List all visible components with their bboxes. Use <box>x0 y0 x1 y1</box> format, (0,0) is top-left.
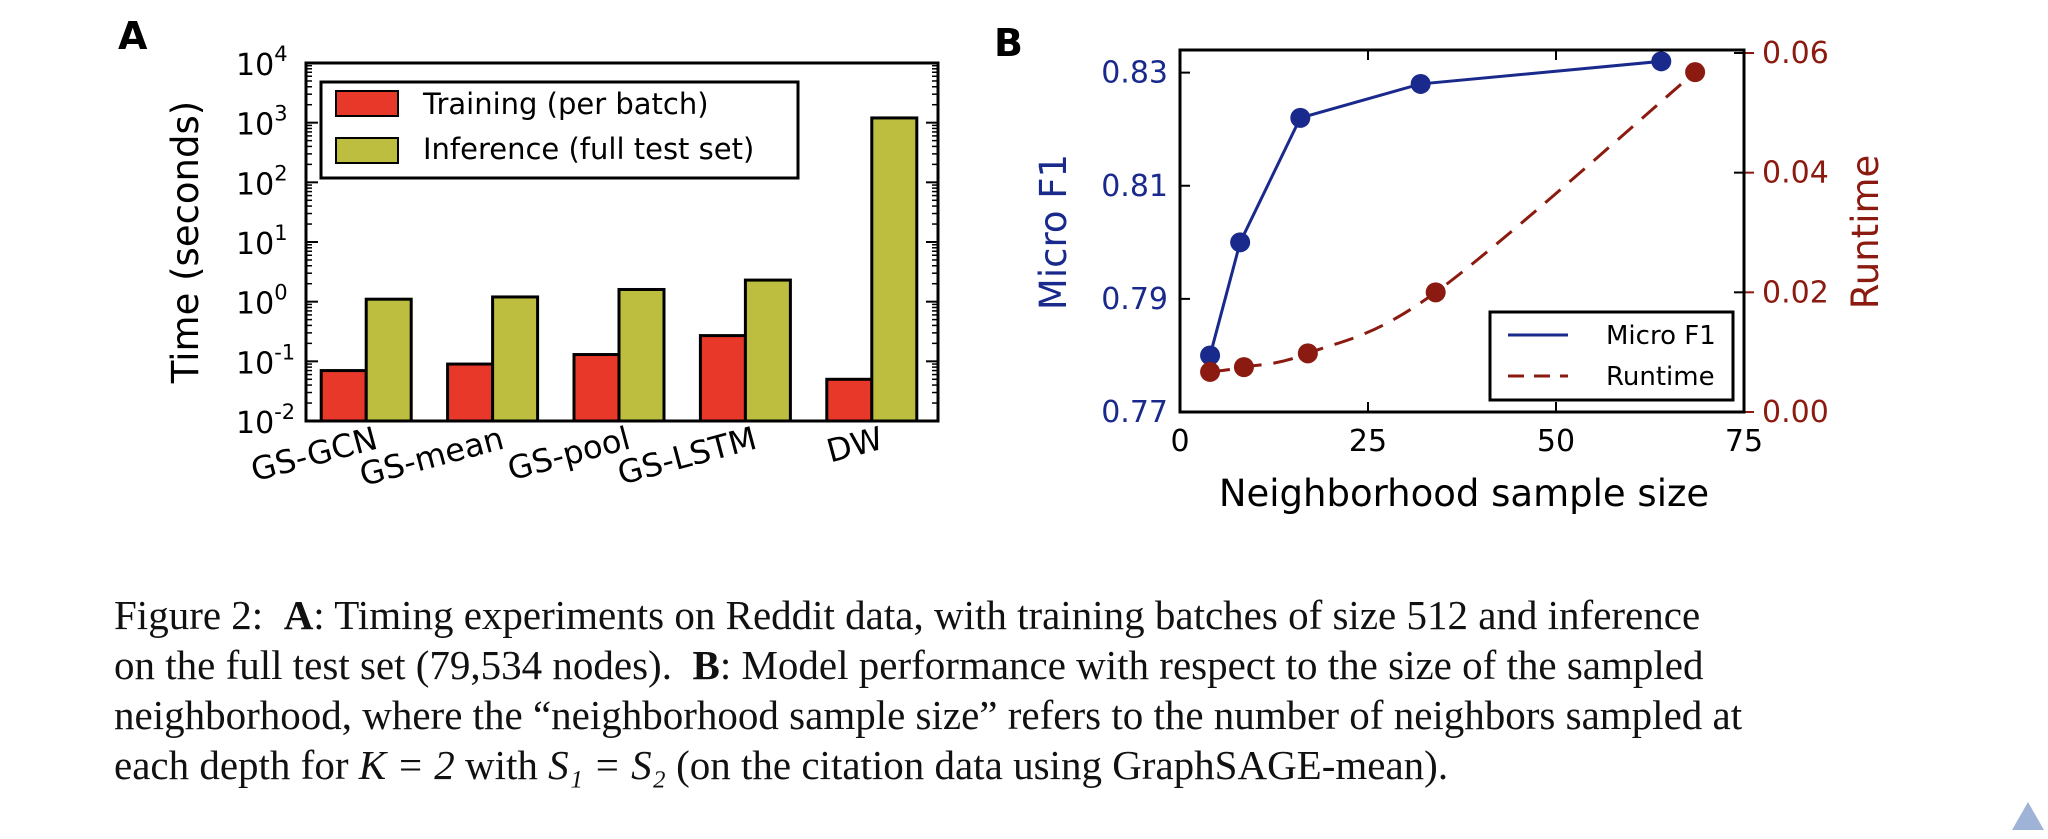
runtime-point <box>1200 361 1221 382</box>
figure-caption: Figure 2: A: Timing experiments on Reddi… <box>114 590 1944 790</box>
runtime-point <box>1233 357 1254 378</box>
x-tick-label: GS-mean <box>355 419 507 494</box>
caption-eq-k: K = 2 <box>358 742 455 788</box>
y-tick-label: 103 <box>236 102 288 143</box>
caption-line-3: neighborhood, where the “neighborhood sa… <box>114 692 1743 738</box>
micro-f1-point <box>1410 73 1431 94</box>
y-axis-label-micro-f1: Micro F1 <box>1032 154 1075 310</box>
bar-training-gs-lstm <box>698 334 747 423</box>
y2-tick-label: 0.00 <box>1762 395 1829 430</box>
caption-line4-post: (on the citation data using GraphSAGE-me… <box>676 742 1449 788</box>
legend-swatch-inference <box>335 137 399 164</box>
caption-line-4: each depth for K = 2 with S₁ = S₂ (on th… <box>114 740 1944 790</box>
legend-label-inference: Inference (full test set) <box>423 132 754 166</box>
y-tick-label: 102 <box>236 161 288 202</box>
y2-tick-label: 0.02 <box>1762 275 1829 310</box>
caption-line4-mid: with <box>465 742 538 788</box>
caption-line2-b: : Model performance with respect to the … <box>719 642 1704 688</box>
axes-ticks: 0 25 50 75 0.77 0.79 0.81 0.83 0.00 0.02 0.04 0.06 <box>1101 36 1829 459</box>
y-tick-label: 104 <box>236 42 288 83</box>
y-axis-label: Time (seconds) <box>164 101 207 384</box>
caption-a-text: : Timing experiments on Reddit data, wit… <box>313 592 1701 638</box>
caption-line4-pre: each depth for <box>114 742 349 788</box>
y-tick-label: 0.77 <box>1101 395 1168 430</box>
y2-axis-label-runtime: Runtime <box>1844 155 1887 310</box>
bar-training-gs-gcn <box>319 369 368 423</box>
runtime-point <box>1685 62 1706 83</box>
scroll-up-arrow-icon[interactable] <box>2010 800 2046 836</box>
plot-frame <box>1178 48 1746 414</box>
x-tick-label: 75 <box>1725 424 1763 459</box>
micro-f1-point <box>1290 107 1311 128</box>
y2-tick-label: 0.06 <box>1762 36 1829 71</box>
bar-inference-gs-lstm <box>743 278 792 423</box>
caption-line2-a: on the full test set (79,534 nodes). <box>114 642 672 688</box>
runtime-point <box>1297 343 1318 364</box>
micro-f1-point <box>1200 345 1221 366</box>
panel-b-label: B <box>994 21 1023 65</box>
y-tick-label: 0.81 <box>1101 169 1168 204</box>
y-tick-label: 10-1 <box>236 340 295 381</box>
bar-inference-gs-mean <box>491 295 540 423</box>
data-points <box>1200 51 1706 382</box>
bar-inference-gs-gcn <box>364 297 413 423</box>
caption-a-bold: A <box>283 592 314 638</box>
legend-label-micro-f1: Micro F1 <box>1606 321 1716 351</box>
panel-b-line-chart: 0 25 50 750.770.790.810.830.000.020.040.06 … <box>1032 36 1887 515</box>
caption-b-bold: B <box>692 642 720 688</box>
panel-a-label: A <box>118 14 148 58</box>
y-tick-label: 10-2 <box>236 400 295 441</box>
bar-training-gs-mean <box>446 362 495 423</box>
x-axis-label: Neighborhood sample size <box>1219 472 1709 515</box>
x-tick-label: GS-LSTM <box>614 419 761 492</box>
legend-box <box>1488 310 1735 402</box>
y-tick-label: 100 <box>236 281 288 322</box>
caption-figure-label: Figure 2: <box>114 592 264 638</box>
legend-label-training: Training (per batch) <box>422 87 709 121</box>
y-tick-label: 0.83 <box>1101 56 1168 91</box>
bar-inference-dw <box>870 116 919 423</box>
plot-frame <box>304 61 940 423</box>
x-tick-label: 0 <box>1170 424 1189 459</box>
bar-training-gs-pool <box>572 353 621 423</box>
legend-label-runtime: Runtime <box>1606 362 1715 392</box>
y-tick-label: 101 <box>236 221 288 262</box>
legend-swatch-training <box>335 90 399 117</box>
runtime-point <box>1425 282 1446 303</box>
x-tick-label: DW <box>823 419 887 470</box>
x-tick-label: GS-pool <box>503 419 634 488</box>
legend: Micro F1 Runtime <box>1488 310 1735 402</box>
micro-f1-point <box>1651 51 1672 72</box>
caption-line-1: Figure 2: A: Timing experiments on Reddi… <box>114 590 1944 640</box>
x-tick-label: 50 <box>1537 424 1575 459</box>
legend: Training (per batch) Inference (full tes… <box>319 80 800 180</box>
bar-series-group <box>319 116 919 423</box>
caption-line-2: on the full test set (79,534 nodes). B: … <box>114 640 1944 690</box>
y2-tick-label: 0.04 <box>1762 156 1829 191</box>
bar-inference-gs-pool <box>617 287 666 423</box>
bar-training-dw <box>825 377 874 423</box>
caption-eq-s: S₁ = S₂ <box>548 742 666 788</box>
micro-f1-point <box>1230 232 1251 253</box>
y-tick-label: 0.79 <box>1101 282 1168 317</box>
legend-box <box>319 80 800 180</box>
x-tick-label: 25 <box>1349 424 1387 459</box>
